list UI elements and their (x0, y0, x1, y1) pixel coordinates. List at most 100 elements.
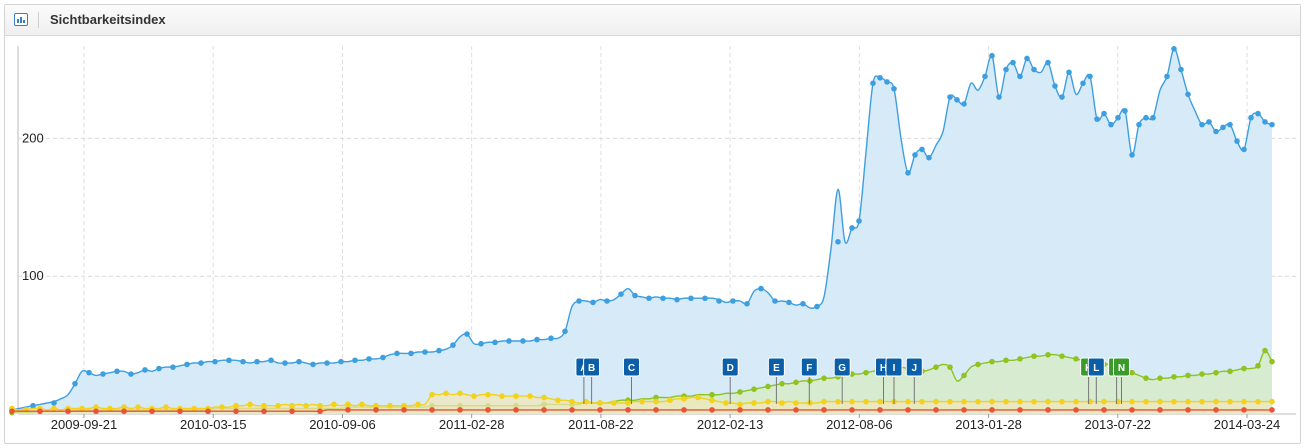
series-blue-point (961, 101, 967, 107)
series-blue-point (562, 328, 568, 335)
series-green-point (737, 389, 743, 395)
series-blue-point (506, 338, 512, 344)
series-blue-point (1234, 138, 1240, 144)
series-red-point (485, 407, 491, 413)
series-yellow-point (1241, 398, 1247, 405)
series-green-point (779, 380, 785, 387)
series-yellow-point (905, 398, 911, 405)
series-green-point (807, 378, 813, 384)
series-green-point (1185, 372, 1191, 379)
series-blue-point (436, 347, 442, 354)
header-divider (38, 12, 39, 28)
series-yellow-point (471, 393, 477, 399)
series-yellow-point (247, 401, 253, 408)
series-green-area (12, 350, 1272, 414)
annotation-flag (905, 357, 923, 377)
series-yellow-point (975, 398, 981, 405)
series-blue-point (744, 300, 750, 307)
series-blue-point (422, 349, 428, 355)
series-yellow-point (275, 402, 281, 409)
series-red-point (1185, 407, 1191, 413)
series-green-point (765, 383, 771, 390)
series-red-point (261, 408, 267, 415)
series-red-point (1045, 407, 1051, 413)
series-yellow-point (233, 402, 239, 409)
series-blue-point (919, 146, 925, 153)
series-blue-point (86, 369, 92, 376)
series-yellow-point (331, 401, 337, 408)
series-yellow-point (611, 400, 617, 406)
series-red-point (177, 408, 183, 415)
series-yellow-point (401, 402, 407, 409)
series-blue-point (1185, 91, 1191, 98)
series-green-point (989, 358, 995, 365)
series-blue-point (1080, 80, 1086, 87)
series-yellow-point (569, 398, 575, 405)
series-green-point (1227, 368, 1233, 375)
series-red-point (65, 408, 71, 415)
series-yellow-point (1059, 398, 1065, 405)
series-blue-point (1045, 59, 1051, 66)
annotation-flag-label: G (838, 363, 846, 374)
annotation-flag-label: I (893, 363, 896, 374)
series-red-point (93, 408, 99, 415)
series-blue-point (1003, 66, 1009, 73)
series-blue-point (30, 402, 36, 409)
bar-chart-icon[interactable] (14, 13, 28, 26)
series-green-point (1059, 353, 1065, 359)
series-yellow-point (779, 400, 785, 406)
series-blue-point (856, 218, 862, 224)
x-tick-label: 2011-08-22 (568, 417, 634, 432)
series-red-point (9, 408, 15, 415)
series-green-point (863, 369, 869, 376)
series-yellow-point (1073, 398, 1079, 405)
series-blue-point (1129, 152, 1135, 158)
series-blue-point (352, 357, 358, 364)
series-yellow-point (639, 398, 645, 405)
series-green-point (975, 361, 981, 368)
series-blue-point (128, 371, 134, 377)
series-blue-point (1248, 114, 1254, 121)
annotation-flag (1087, 357, 1105, 377)
annotation-flag (885, 357, 903, 377)
series-red-point (429, 407, 435, 413)
series-blue-point (646, 295, 652, 302)
annotation-flag-label: J (912, 363, 918, 374)
series-yellow-point (457, 390, 463, 397)
series-yellow-point (513, 393, 519, 399)
series-yellow-point (1255, 398, 1261, 405)
series-yellow-point (1185, 398, 1191, 405)
annotation-flag-label: F (806, 363, 812, 374)
series-yellow-point (121, 404, 127, 410)
panel-header: Sichtbarkeitsindex (5, 5, 1300, 36)
series-yellow-point (751, 400, 757, 406)
series-red-point (933, 407, 939, 413)
series-blue-point (849, 225, 855, 231)
series-yellow-point (1115, 398, 1121, 405)
series-green-point (933, 364, 939, 370)
series-yellow-point (709, 397, 715, 404)
series-red-point (653, 407, 659, 413)
series-red-point (1241, 407, 1247, 413)
series-yellow-point (793, 400, 799, 406)
y-tick-label: 200 (22, 130, 44, 145)
series-blue-point (926, 154, 932, 161)
series-blue-point (282, 360, 288, 366)
series-yellow-point (51, 405, 57, 412)
series-green-point (1045, 351, 1051, 358)
series-green-point (1129, 369, 1135, 376)
series-blue-point (142, 367, 148, 373)
series-green-point (793, 379, 799, 386)
series-blue-point (408, 350, 414, 357)
series-red-point (709, 407, 715, 413)
series-red-point (877, 407, 883, 413)
series-red-point (513, 407, 519, 413)
x-tick-label: 2013-07-22 (1085, 417, 1152, 432)
series-yellow-point (261, 402, 267, 409)
series-red-point (821, 407, 827, 413)
x-tick-label: 2011-02-28 (439, 417, 505, 432)
series-blue-point (51, 400, 57, 406)
series-green-point (1073, 356, 1079, 362)
series-yellow-point (443, 390, 449, 397)
series-yellow-point (345, 401, 351, 408)
